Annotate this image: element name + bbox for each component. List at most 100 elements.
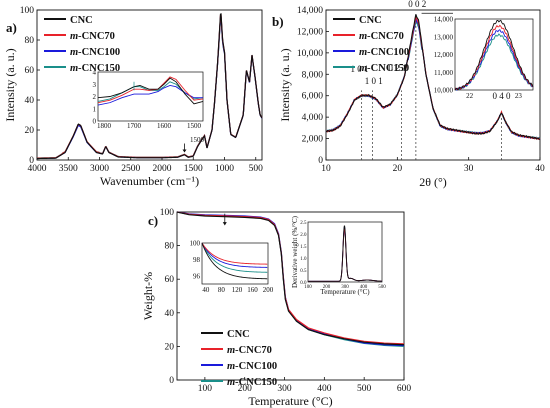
panel-b-inset-series-m-CNC70 [454,24,534,91]
panel-c-inset-left-frame [201,242,269,285]
panel-c-inset-left-xtick-label: 160 [247,286,258,294]
panel-a-xlabel: Wavenumber (cm⁻¹) [100,174,199,188]
panel-c-ytick-label: 20 [165,342,175,352]
panel-a: 4000 3500 3000 2500 2000 1500 1000 500020406080… [3,6,263,188]
panel-a-inset-ytick-label: 2 [93,93,97,101]
panel-c-xtick-label: 100 [198,384,213,394]
panel-c-inset-right-xtick-label: 300 [341,285,349,290]
panel-b-ytick-label: 10,000 [297,49,323,59]
panel-c-inset-left-series-m-CNC150 [201,242,268,273]
panel-b-ylabel: Intensity (a. u.) [278,48,292,121]
panel-c-ytick-label: 80 [165,242,175,252]
panel-b-xtick-label: 20 [393,164,403,174]
panel-a-xtick-label: 4000 [28,164,47,174]
panel-a-frame [36,9,263,161]
panel-c-ytick-label: 0 [169,376,174,386]
panel-b-inset-ytick-label: 14,000 [434,16,454,24]
panel-a-inset-xtick-label: 1700 [127,122,142,130]
panel-c-inset-right-xtick-label: 400 [360,285,368,290]
panel-c-ylabel: Weight-% [141,272,155,320]
panel-b-inset-ytick-label: 12,000 [434,51,454,59]
panel-c-legend: CNC m-CNC70 m-CNC100 m-CNC150 [201,329,277,388]
panel-c-xtick-label: 300 [277,384,292,394]
panel-b-inset-ytick-label: 11,000 [434,69,453,77]
panel-b-ytick-label: 2,000 [302,135,324,145]
panel-b-inset-frame [454,18,534,91]
panel-a-label: a) [6,20,17,35]
panel-c-legend-label-m-CNC150: m-CNC150 [227,377,277,388]
panel-a-inset-ytick-label: 1 [93,105,97,113]
panel-a-annotation: 1500 [190,136,205,144]
panel-b-legend-label-CNC: CNC [359,15,382,26]
panel-a-xtick-label: 2500 [121,164,140,174]
panel-a-series-CNC [36,13,263,160]
panel-c-xtick-label: 400 [317,384,332,394]
panel-c-xlabel: Temperature (°C) [248,394,332,408]
panel-a-inset-ytick-label: 4 [93,69,97,77]
panel-b-series-CNC [325,14,541,140]
panel-a-inset-xtick-label: 1800 [97,122,112,130]
panel-a-legend-label-CNC: CNC [70,15,93,26]
panel-a-ytick-label: 20 [25,126,35,136]
panel-c-inset-left-series-CNC [201,242,268,280]
panel-a-xtick-label: 1000 [215,164,234,174]
panel-c-ytick-label: 100 [160,208,175,218]
panel-b-legend-label-m-CNC150: m-CNC150 [359,63,409,74]
panel-a-xtick-label: 3500 [59,164,78,174]
panel-a-arrowhead [182,149,187,153]
panel-b-ytick-label: 0 [318,156,323,166]
panel-a-legend-label-m-CNC70: m-CNC70 [70,31,115,42]
panel-a-legend-label-m-CNC150: m-CNC150 [70,63,120,74]
panel-a-ytick-label: 100 [20,6,35,16]
panel-c-inset-right-ytick-label: 1.5 [300,245,307,250]
panel-a-inset-ytick-label: 0 [93,118,97,126]
panel-a-ytick-label: 0 [29,156,34,166]
panel-c-inset-right: 100 200 300 400 500 0.0 0.5 1.0 1.5 2.0 2.5 Tempera… [291,215,386,296]
panel-a-legend: CNC m-CNC70 m-CNC100 m-CNC150 [44,15,120,74]
panel-c-inset-left-ytick-label: 100 [190,240,201,248]
panel-a-ylabel: Intensity (a. u.) [3,48,17,121]
panel-b-ytick-label: 4,000 [302,113,324,123]
panel-c-inset-right-xtick-label: 500 [378,285,386,290]
panel-c-inset-right-xtick-label: 100 [304,285,312,290]
panel-c: 100 200 300 400 500 600 0 20 40 60 80 100 Temperatur… [141,208,411,408]
panel-a-inset: 1800 1700 1600 1500 0 1 2 3 4 [93,69,204,130]
panel-b-inset-xtick-label: 22 [466,92,474,100]
panel-c-frame [176,211,405,381]
panel-a-ytick-label: 80 [25,36,35,46]
panel-b-ytick-label: 6,000 [302,92,324,102]
panel-b-xtick-label: 10 [321,164,331,174]
panel-c-series-CNC [176,211,405,346]
panel-c-inset-right-ylabel: Derivative weight (%/°C) [291,215,299,288]
panel-c-ytick-label: 40 [165,309,175,319]
panel-c-label: c) [148,213,158,228]
panel-a-inset-ytick-label: 3 [93,81,97,89]
panel-b-peak-label-021: 0 2 1 [388,63,406,73]
panel-c-xtick-label: 600 [397,384,412,394]
panel-b-frame [325,9,541,161]
panel-c-inset-right-ytick-label: 0.0 [300,281,307,286]
panel-c-inset-left-ytick-label: 96 [193,272,201,280]
panel-a-inset-xtick-label: 1600 [157,122,172,130]
panel-c-inset-right-ytick-label: 0.5 [300,269,307,274]
panel-b-peak-label-040: 0 4 0 [492,91,511,101]
panel-b-legend: CNC m-CNC70 m-CNC100 m-CNC150 [333,15,409,74]
panel-b-legend-label-m-CNC70: m-CNC70 [359,31,404,42]
panel-b-xlabel: 2θ (°) [419,175,447,189]
panel-b-xtick-label: 40 [535,164,545,174]
panel-c-inset-left-xtick-label: 80 [218,286,226,294]
panel-c-inset-left-xtick-label: 120 [232,286,243,294]
panel-b: 10 20 30 40 0 2,000 4,000 6,000 8,000 10,000 12,00… [272,0,545,189]
panel-c-legend-label-m-CNC100: m-CNC100 [227,361,277,372]
panel-a-inset-xtick-label: 1500 [187,122,202,130]
panel-a-ytick-label: 60 [25,66,35,76]
panel-c-xtick-label: 200 [238,384,253,394]
panel-c-inset-left-series-m-CNC70 [201,242,268,265]
panel-a-ytick-label: 40 [25,96,35,106]
panel-a-xtick-label: 2000 [153,164,172,174]
panel-c-inset-right-xtick-label: 200 [323,285,331,290]
panel-a-xtick-label: 500 [249,164,264,174]
panel-b-inset-series-CNC [454,19,534,91]
panel-a-inset-series-m-CNC100 [97,85,203,106]
